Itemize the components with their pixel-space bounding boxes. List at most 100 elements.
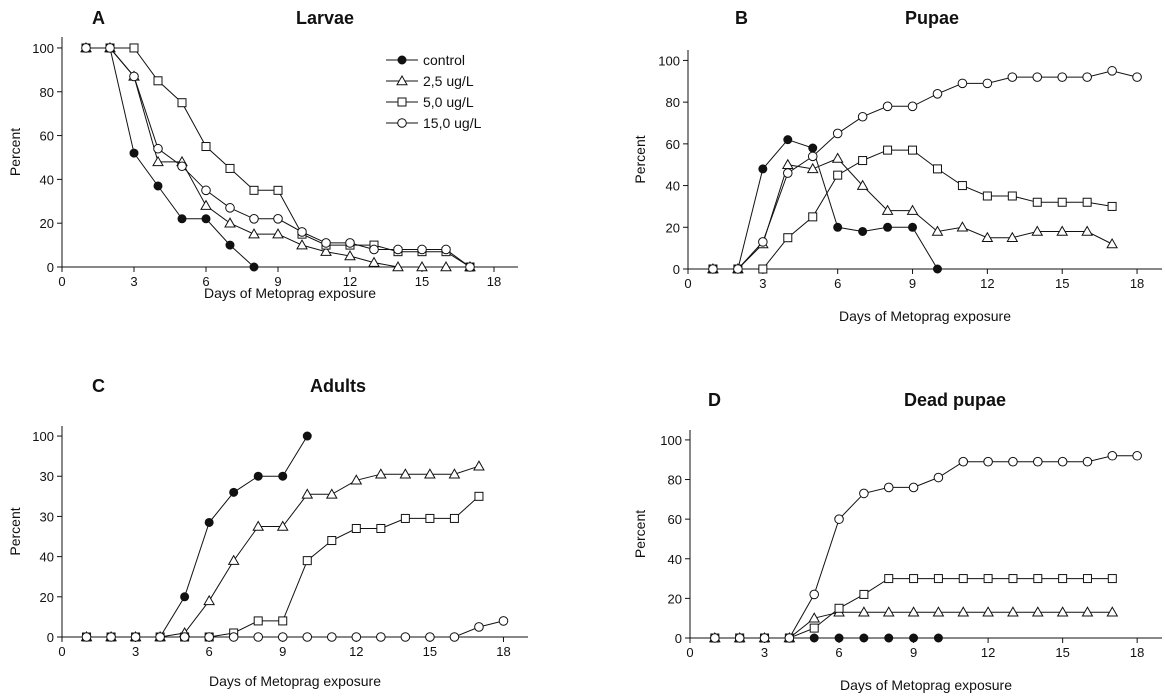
x-axis-label: Days of Metoprag exposure [204, 285, 376, 301]
y-tick-label: 0 [47, 260, 54, 275]
data-point [129, 43, 139, 53]
legend: control 2,5 ug/L 5,0 ug/L 15,0 ug/L [386, 52, 482, 131]
data-point [958, 456, 969, 467]
data-point [783, 233, 793, 243]
data-point [1107, 201, 1117, 211]
data-point [859, 589, 869, 599]
data-point [710, 633, 720, 643]
data-point [228, 632, 239, 642]
x-tick-label: 15 [423, 644, 437, 659]
data-point [859, 633, 869, 643]
x-tick-label: 3 [759, 276, 766, 291]
y-tick-label: 0 [47, 630, 54, 645]
data-point [296, 239, 308, 250]
data-point [1008, 456, 1018, 467]
y-tick-label: 30 [40, 509, 54, 524]
y-tick-label: 60 [666, 137, 680, 152]
data-point [473, 460, 485, 471]
x-tick-label: 6 [834, 276, 841, 291]
x-tick-label: 6 [206, 644, 213, 659]
data-point [1107, 450, 1118, 461]
data-point [229, 487, 239, 497]
x-axis-label: Days of Metoprag exposure [840, 677, 1012, 693]
panel-letter: C [92, 376, 105, 396]
data-point [272, 228, 284, 239]
data-point [932, 606, 945, 617]
data-point [400, 513, 410, 523]
data-point [253, 616, 263, 626]
data-point [932, 89, 943, 99]
data-point [225, 163, 235, 173]
x-tick-label: 3 [132, 644, 139, 659]
data-point [957, 78, 968, 89]
x-tick-label: 9 [910, 645, 917, 660]
y-tick-label: 20 [666, 220, 680, 235]
data-point [907, 606, 920, 617]
data-point [1057, 197, 1067, 207]
data-point [350, 474, 363, 485]
data-point [882, 606, 895, 617]
data-point [327, 536, 337, 546]
data-point [983, 456, 993, 467]
data-point [909, 633, 919, 643]
x-tick-label: 3 [130, 274, 137, 289]
y-tick-label: 20 [40, 216, 54, 231]
series-open-square [82, 491, 484, 642]
data-point [782, 168, 793, 178]
x-tick-label: 18 [1130, 645, 1144, 660]
data-point [325, 488, 338, 499]
data-point [376, 523, 386, 533]
x-tick-label: 0 [58, 644, 65, 659]
data-point [302, 431, 312, 441]
data-point [351, 632, 362, 642]
data-point [248, 228, 260, 239]
data-point [858, 156, 868, 166]
data-point [833, 170, 843, 180]
data-point [153, 76, 163, 86]
data-point [1057, 72, 1068, 82]
data-point [982, 78, 993, 89]
y-tick-label: 100 [32, 429, 54, 444]
panel-c: C Adults 0 3 6 9 12 15 18 0 20 40 30 30 100 Days of Met… [7, 376, 528, 689]
x-tick-label: 9 [909, 276, 916, 291]
series-open-circle [708, 66, 1142, 274]
data-point [253, 471, 263, 481]
data-point [273, 214, 283, 224]
x-tick-label: 12 [349, 644, 363, 659]
data-point [201, 185, 211, 196]
legend-label: 15,0 ug/L [423, 115, 482, 131]
data-point [733, 264, 743, 274]
data-point [784, 633, 795, 643]
legend-label: 5,0 ug/L [423, 94, 474, 110]
data-point [808, 143, 818, 153]
x-tick-label: 9 [274, 274, 281, 289]
data-point [1032, 72, 1043, 82]
data-point [376, 632, 386, 642]
x-tick-label: 9 [279, 644, 286, 659]
data-point [933, 574, 943, 584]
series-line [86, 435, 308, 638]
data-point [369, 244, 379, 255]
panel-letter: A [92, 8, 105, 28]
x-axis-label: Days of Metoprag exposure [209, 673, 381, 689]
y-tick-label: 40 [668, 552, 682, 567]
data-point [1056, 225, 1069, 236]
data-point [253, 632, 264, 642]
series-line [86, 620, 504, 638]
y-axis-label: Percent [632, 135, 648, 183]
data-point [1007, 606, 1019, 617]
y-tick-label: 100 [658, 53, 680, 68]
data-point [273, 185, 283, 195]
data-point [1107, 66, 1117, 76]
data-point [326, 632, 337, 642]
x-tick-label: 15 [1055, 276, 1069, 291]
data-point [424, 468, 436, 479]
data-point [155, 632, 165, 642]
data-point [856, 179, 869, 190]
series-line [712, 139, 938, 270]
data-point [957, 606, 970, 617]
x-tick-label: 18 [487, 274, 501, 289]
x-tick-label: 12 [981, 645, 995, 660]
y-tick-label: 20 [40, 590, 54, 605]
